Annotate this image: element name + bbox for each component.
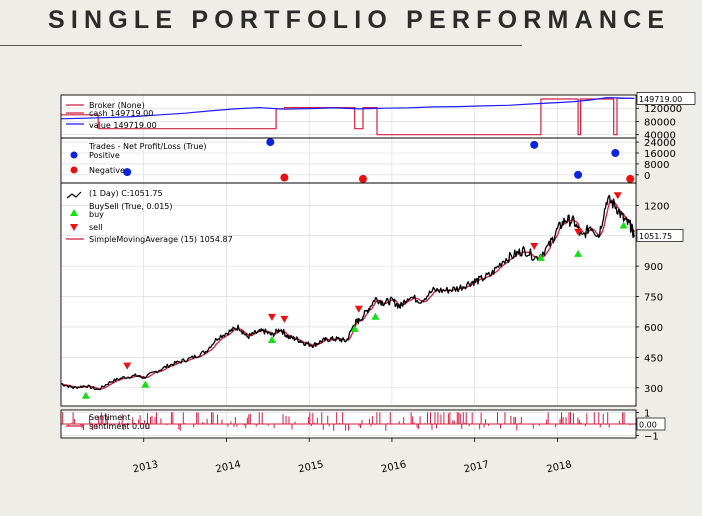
ytick-label: 900 [644, 262, 663, 273]
ytick-label: 40000 [644, 131, 676, 142]
legend-value-label: value 149719.00 [89, 121, 157, 130]
sentiment-last-value: 0.00 [639, 421, 657, 430]
sell-marker [613, 192, 622, 200]
legend-broker-label: Broker (None) [89, 101, 145, 110]
ytick-label: 1 [644, 408, 650, 419]
ytick-label: 750 [644, 293, 663, 304]
ytick-label: 1200 [644, 201, 669, 212]
legend-sentiment-title: Sentiment [89, 413, 130, 422]
trade-point-positive [123, 168, 132, 177]
xtick-label: 2013 [132, 459, 159, 475]
legend-positive-swatch [70, 151, 78, 159]
ytick-label: 300 [644, 384, 663, 395]
legend-sma-label: SimpleMovingAverage (15) 1054.87 [89, 235, 233, 244]
broker-last-value: 149719.00 [639, 95, 682, 104]
buy-marker [141, 380, 150, 388]
ytick-label: 24000 [644, 138, 676, 149]
panel-price-grid [61, 183, 636, 406]
legend-buysell-label: BuySell (True, 0.015) [89, 202, 173, 211]
legend-negative-swatch [70, 166, 78, 174]
ytick-label: −1 [644, 432, 659, 443]
legend-close-swatch [66, 191, 82, 199]
legend-cash-label: cash 149719.00 [89, 109, 153, 118]
ytick-label: 450 [644, 353, 663, 364]
sentiment-last-value-box [636, 417, 666, 431]
legend-buy-label: buy [89, 210, 104, 219]
trade-point-negative [358, 174, 367, 183]
trade-point-positive [611, 149, 620, 157]
title-divider [0, 45, 522, 46]
buy-marker [267, 336, 276, 344]
buy-marker [81, 391, 90, 399]
xtick-label: 2017 [463, 459, 490, 475]
legend-close-label: (1 Day) C:1051.75 [89, 189, 163, 198]
price-last-value-box [636, 229, 684, 242]
trade-point-negative [626, 174, 635, 183]
plot-area [61, 95, 636, 406]
buy-marker [536, 253, 545, 261]
buy-marker [371, 312, 380, 320]
trade-point-positive [574, 170, 583, 179]
xtick-label: 2015 [297, 459, 324, 475]
price-last-value: 1051.75 [639, 232, 672, 241]
buy-marker [350, 324, 359, 332]
sell-marker [530, 242, 539, 250]
ytick-label: 600 [644, 323, 663, 334]
sell-marker [354, 305, 363, 313]
panel-price-frame [60, 182, 637, 407]
series-line-close [60, 194, 635, 391]
xtick-label: 2018 [546, 459, 573, 475]
trade-point-positive [266, 138, 275, 147]
trade-point-positive [530, 140, 539, 149]
legend-buy-swatch [70, 209, 78, 216]
buy-marker [574, 249, 583, 257]
legend-positive-label: Positive [89, 151, 120, 160]
sell-marker [574, 228, 583, 236]
broker-last-value-box [636, 92, 696, 105]
sell-marker [267, 313, 276, 321]
sell-marker [280, 315, 289, 323]
slide-title: SINGLE PORTFOLIO PERFORMANCE [48, 6, 671, 34]
ytick-label: 0 [644, 171, 650, 182]
legend-sentiment-label: sentiment 0.00 [89, 422, 150, 431]
xtick-label: 2014 [215, 459, 242, 475]
sell-marker [123, 362, 132, 370]
ytick-label: 8000 [644, 160, 669, 171]
ytick-label: 16000 [644, 149, 676, 160]
trade-point-negative [280, 173, 289, 182]
buy-marker [619, 221, 628, 229]
xtick-label: 2016 [380, 459, 407, 475]
ytick-label: 120000 [644, 104, 682, 115]
legend-sell-swatch [70, 224, 78, 231]
legend-negative-label: Negative [89, 166, 125, 175]
legend-sell-label: sell [89, 223, 103, 232]
panel-trades-grid [61, 138, 636, 183]
series-line-sma [60, 199, 635, 390]
ytick-label: 80000 [644, 117, 676, 128]
legend-trades-label: Trades - Net Profit/Loss (True) [88, 142, 207, 151]
series-line-value [60, 96, 635, 120]
